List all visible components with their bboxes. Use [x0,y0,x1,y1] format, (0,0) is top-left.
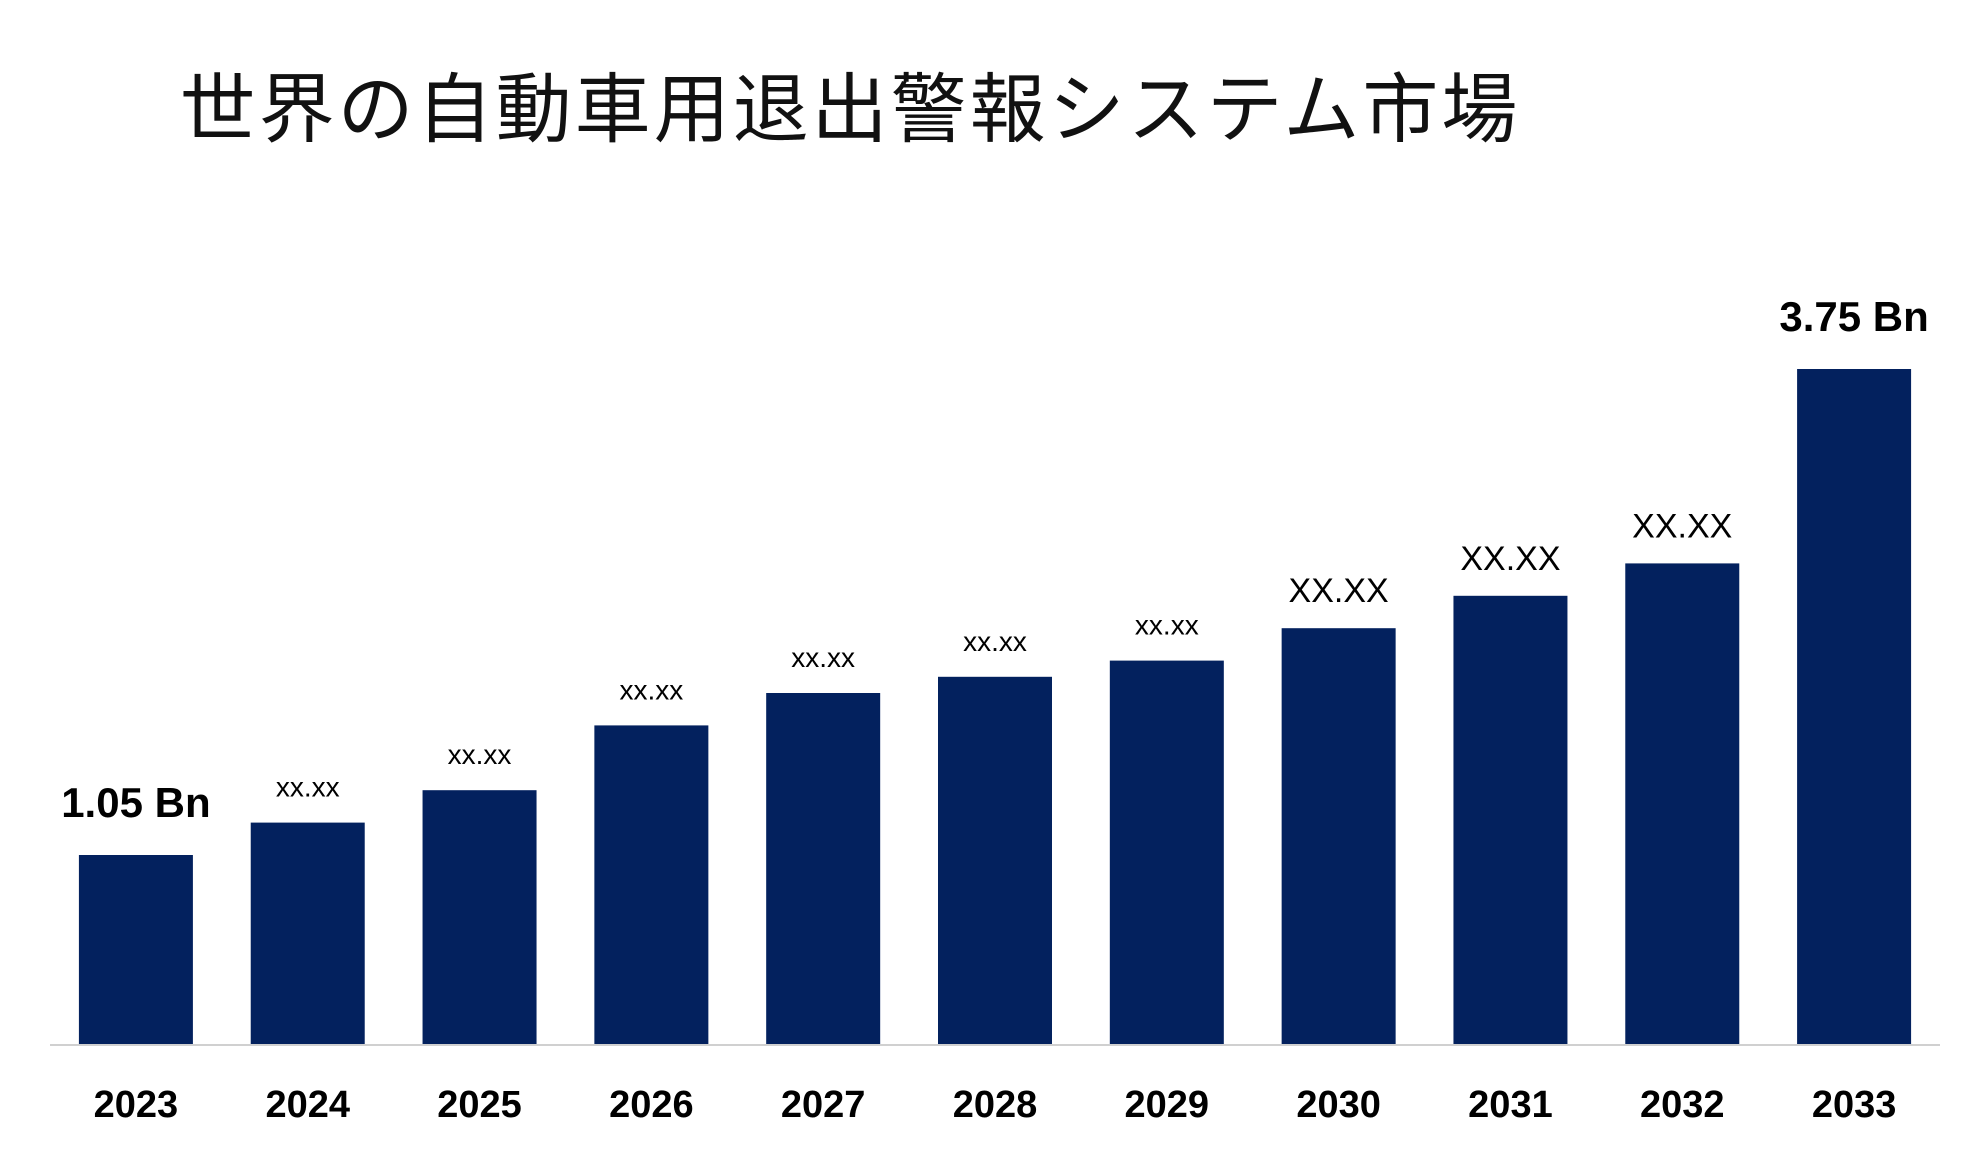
x-tick-label-2025: 2025 [437,1084,522,1126]
bar-2029 [1109,660,1224,1044]
bar-2026 [594,725,709,1044]
bar-2030 [1281,628,1396,1044]
data-label-2032: XX.XX [1632,507,1732,545]
x-tick-label-2029: 2029 [1125,1084,1210,1126]
x-tick-label-2032: 2032 [1640,1084,1725,1126]
x-tick-label-2030: 2030 [1296,1084,1381,1126]
data-label-2026: xx.xx [619,674,683,705]
bars-group [78,369,1912,1044]
data-label-2029: xx.xx [1135,610,1199,641]
bar-2025 [422,790,537,1044]
data-label-2027: xx.xx [791,642,855,673]
data-label-2028: xx.xx [963,626,1027,657]
x-tick-label-2026: 2026 [609,1084,694,1126]
x-tick-label-2031: 2031 [1468,1084,1553,1126]
x-tick-label-2023: 2023 [94,1084,179,1126]
x-tick-labels-group: 2023 2024 2025 2026 2027 2028 2029 2030 2031 2032… [94,1084,1897,1126]
data-label-2023: 1.05 Bn [61,779,210,826]
chart-title: 世界の自動車用退出警報システム市場 [179,65,1521,154]
bar-2024 [250,822,365,1044]
x-tick-label-2027: 2027 [781,1084,866,1126]
data-label-2030: XX.XX [1289,572,1389,610]
x-tick-label-2028: 2028 [953,1084,1038,1126]
x-tick-label-2033: 2033 [1812,1084,1897,1126]
bar-2031 [1453,595,1568,1044]
bar-2027 [766,693,881,1044]
bar-2032 [1625,563,1740,1044]
bar-2028 [938,676,1052,1044]
bar-2033 [1797,369,1912,1044]
data-label-2024: xx.xx [276,772,340,803]
data-label-2033: 3.75 Bn [1779,293,1928,340]
data-label-2025: xx.xx [448,739,512,770]
data-label-2031: XX.XX [1460,540,1560,578]
data-labels-group: 1.05 Bn xx.xx xx.xx xx.xx xx.xx xx.xx xx.xx XX.… [61,293,1929,826]
bar-2023 [78,855,193,1044]
x-tick-label-2024: 2024 [265,1084,350,1126]
